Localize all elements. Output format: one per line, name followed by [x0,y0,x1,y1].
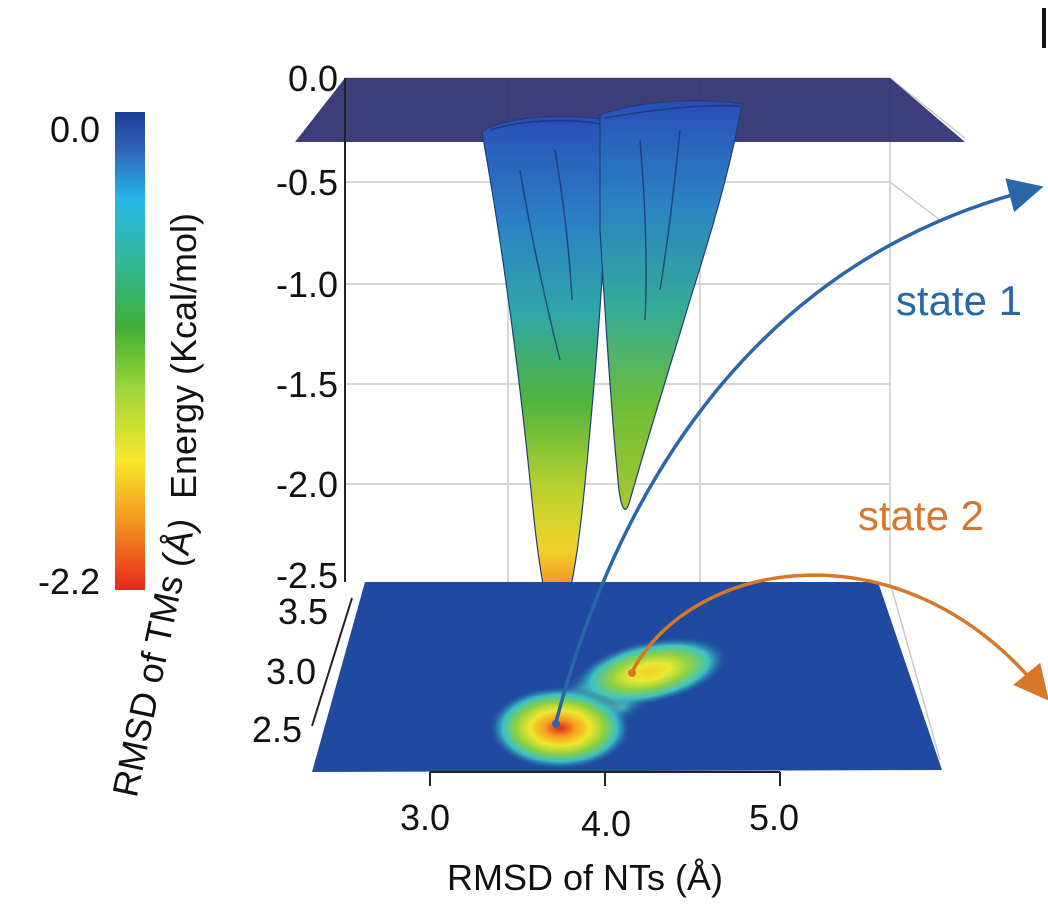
colorbar-min-label: -2.2 [38,561,100,602]
z-tick-label: -1.5 [276,364,338,405]
x-tick-label: 3.0 [400,797,450,838]
z-tick-label: -2.5 [276,555,338,596]
state-2-label: state 2 [858,492,984,539]
z-tick-label: 0.0 [288,58,338,99]
state-2-arrow [630,573,1048,701]
y-axis-ticks: 3.5 3.0 2.5 [252,591,328,750]
z-axis-ticks: 0.0 -0.5 -1.0 -1.5 -2.0 -2.5 [276,58,338,596]
x-tick-label: 5.0 [749,797,799,838]
state-1-marker [552,720,560,728]
x-axis-title: RMSD of NTs (Å) [447,857,723,898]
axis-lines [311,78,781,786]
funnel-texture [489,104,741,361]
colorbar [115,112,145,590]
z-tick-label: -0.5 [276,162,338,203]
colorbar-title: Energy (Kcal/mol) [163,213,204,499]
x-axis-ticks: 3.0 4.0 5.0 [400,797,799,844]
state-2-marker [628,669,636,677]
floor-well-state-1 [488,686,632,770]
energy-funnel-state-2 [599,100,743,510]
z-tick-label: -1.0 [276,264,338,305]
z-tick-label: -2.0 [276,464,338,505]
state-1-label: state 1 [896,277,1022,324]
state-1-arrow [554,178,1044,723]
y-tick-label: 3.5 [278,591,328,632]
y-tick-label: 2.5 [252,709,302,750]
y-tick-label: 3.0 [266,651,316,692]
edge-bar [1042,8,1046,48]
floor-well-state-2 [571,636,729,708]
colorbar-max-label: 0.0 [50,109,100,150]
energy-funnel-state-1 [481,115,607,634]
x-tick-label: 4.0 [581,803,631,844]
